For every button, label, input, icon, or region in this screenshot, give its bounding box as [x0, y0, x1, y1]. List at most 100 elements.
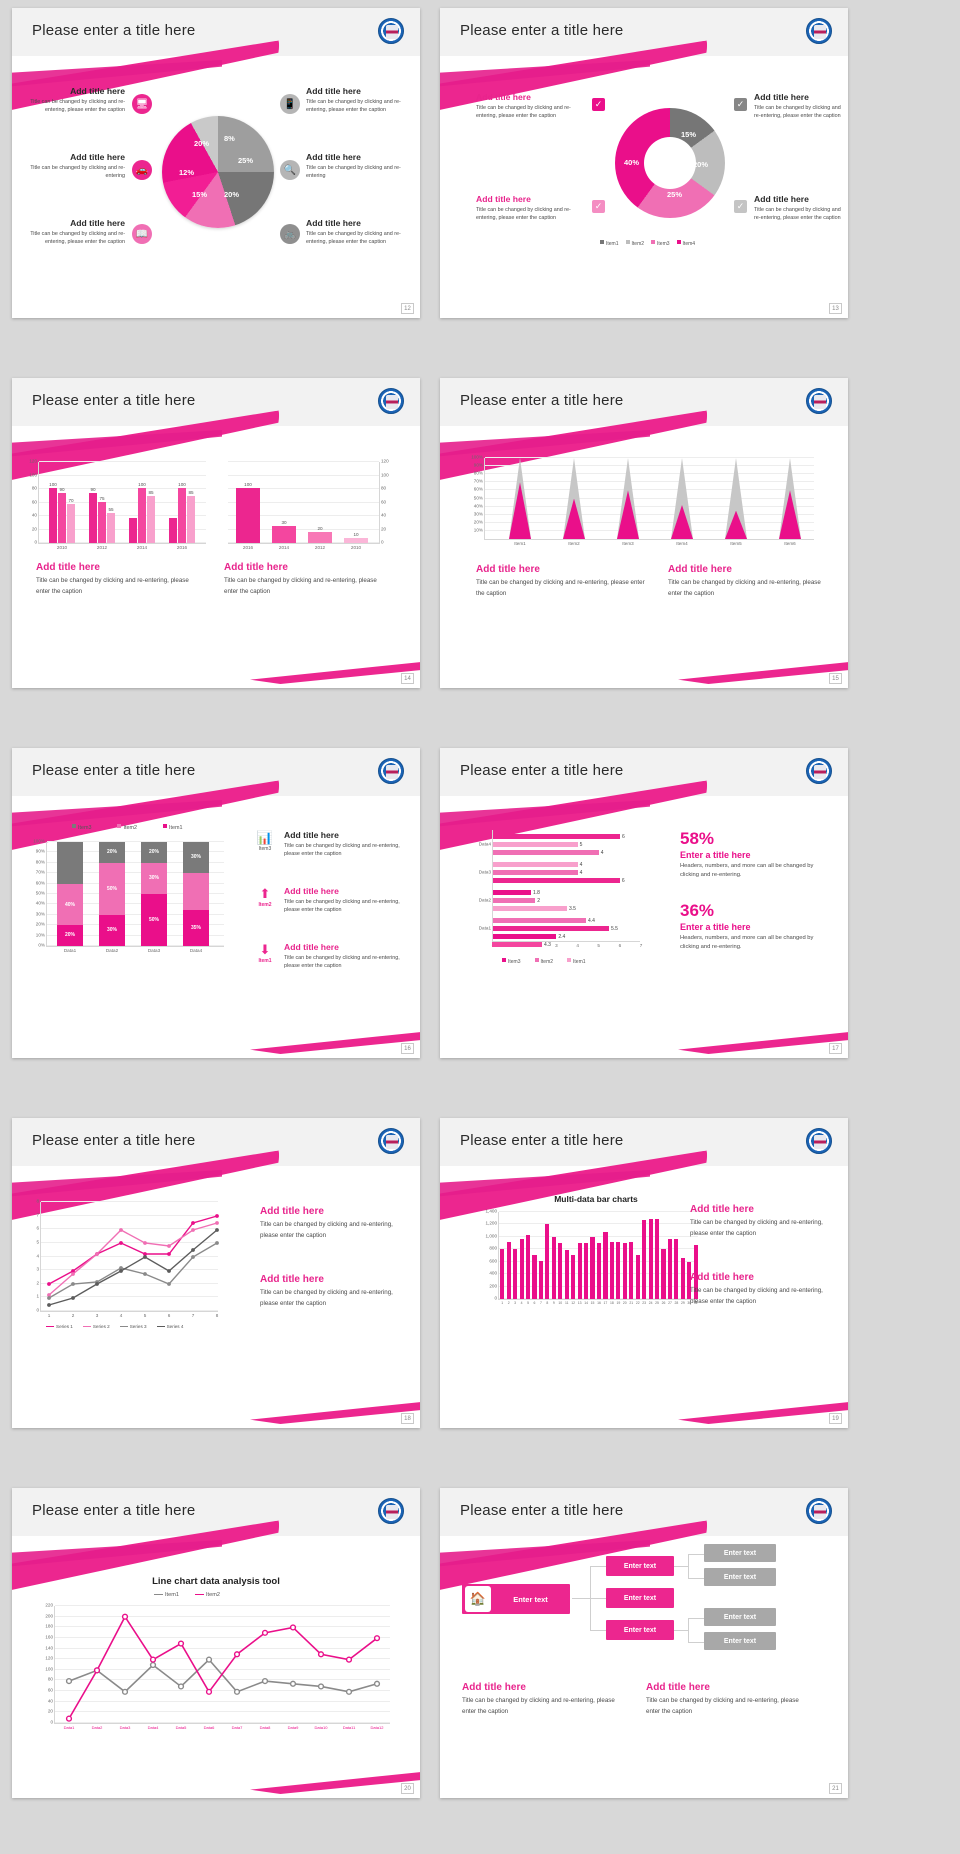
caption-block-1[interactable]: Add title here Title can be changed by c…	[462, 1682, 622, 1717]
cone-bar	[509, 458, 531, 539]
flow-mid-node-2[interactable]: Enter text	[606, 1588, 674, 1608]
y-tick: 0	[34, 539, 37, 545]
caption-block-2[interactable]: Add title here Title can be changed by c…	[646, 1682, 806, 1717]
pie-item-2[interactable]: Add title here Title can be changed by c…	[20, 152, 125, 181]
segment-item3: 20%	[99, 842, 125, 863]
gridline: 120	[45, 1656, 390, 1661]
x-tick: 12	[571, 1301, 576, 1305]
university-seal-icon	[806, 1498, 832, 1524]
line-series-svg	[47, 1214, 219, 1307]
x-tick: 28	[674, 1301, 679, 1305]
upload-icon: ⬆ Item2	[258, 886, 272, 908]
slide-13[interactable]: Please enter a title here 15% 20% 25% 40…	[440, 8, 848, 318]
x-tick: 5	[527, 1301, 529, 1305]
side-item-2[interactable]: ⬆ Item2 Add title here Title can be chan…	[252, 886, 406, 915]
slide-20[interactable]: Please enter a title here Line chart dat…	[12, 1488, 420, 1798]
bar	[622, 1243, 627, 1299]
stat-block-1[interactable]: 58% Enter a title here Headers, numbers,…	[680, 829, 830, 880]
checkbox-icon[interactable]: ✓	[592, 98, 605, 111]
donut-chart: 15% 20% 25% 40%	[615, 108, 725, 218]
donut-item-3[interactable]: Add title here Title can be changed by c…	[754, 92, 844, 121]
segment-item3: 20%	[141, 842, 167, 863]
flow-leaf-node-3[interactable]: Enter text	[704, 1608, 776, 1626]
hbar: 5	[493, 842, 582, 848]
bar: 30	[272, 520, 296, 543]
legend-item: Item3	[651, 240, 670, 247]
x-tick: 9	[552, 1301, 555, 1305]
slide-12[interactable]: Please enter a title here 8% 25% 20% 15%…	[12, 8, 420, 318]
caption-block-2[interactable]: Add title here Title can be changed by c…	[224, 562, 389, 597]
page-number: 18	[401, 1413, 414, 1424]
x-tick: 25	[655, 1301, 659, 1305]
y-tick: 20%	[473, 519, 483, 525]
bar	[635, 1255, 640, 1299]
legend-item: Item1	[600, 240, 619, 247]
item-title: Add title here	[754, 92, 809, 102]
slide-14[interactable]: Please enter a title here 120 100 80 60 …	[12, 378, 420, 688]
slide-21[interactable]: Please enter a title here 🏠 Enter text E…	[440, 1488, 848, 1798]
stacked-column: 30% 35%	[183, 842, 209, 946]
caption-block-1[interactable]: Add title here Title can be changed by c…	[260, 1206, 410, 1241]
donut-item-1[interactable]: Add title here Title can be changed by c…	[476, 92, 572, 121]
x-tick: Item3	[622, 541, 634, 546]
pie-item-4[interactable]: Add title here Title can be changed by c…	[306, 86, 411, 115]
x-tick: 2	[71, 1313, 75, 1318]
legend-item: Item3	[502, 958, 521, 965]
caption-block-1[interactable]: Add title here Title can be changed by c…	[690, 1204, 838, 1239]
block-title: Add title here	[668, 564, 732, 575]
slide-header	[12, 378, 420, 426]
segment-item3	[57, 842, 83, 884]
slide-19[interactable]: Please enter a title here Multi-data bar…	[440, 1118, 848, 1428]
donut-item-2[interactable]: Add title here Title can be changed by c…	[476, 194, 572, 223]
y-tick: 20	[31, 526, 37, 532]
y-tick: 40%	[473, 503, 483, 509]
side-item-3[interactable]: ⬇ Item1 Add title here Title can be chan…	[252, 942, 406, 971]
caption-block-2[interactable]: Add title here Title can be changed by c…	[668, 564, 833, 599]
bar	[500, 1248, 505, 1299]
y-tick: 10%	[35, 932, 45, 938]
flow-mid-node-1[interactable]: Enter text	[606, 1556, 674, 1576]
y-tick: 90%	[35, 848, 45, 854]
slide-15[interactable]: Please enter a title here 100% 90% 80% 7…	[440, 378, 848, 688]
flow-mid-node-3[interactable]: Enter text	[606, 1620, 674, 1640]
caption-block-2[interactable]: Add title here Title can be changed by c…	[260, 1274, 410, 1309]
slide-16[interactable]: Please enter a title here Item3 Item2 It…	[12, 748, 420, 1058]
pie-item-6[interactable]: Add title here Title can be changed by c…	[306, 218, 411, 247]
x-tick: 24	[648, 1301, 653, 1305]
stacked-bar-chart: 100% 90% 80% 70% 60% 50% 40% 30% 20% 10%…	[33, 839, 224, 953]
flow-root-node[interactable]: 🏠 Enter text	[462, 1584, 570, 1614]
hbar: 4	[493, 850, 603, 856]
slide-17[interactable]: Please enter a title here 0 1 2 3 4 5 6 …	[440, 748, 848, 1058]
flow-leaf-node-1[interactable]: Enter text	[704, 1544, 776, 1562]
caption-block-2[interactable]: Add title here Title can be changed by c…	[690, 1272, 838, 1307]
university-seal-icon	[378, 1128, 404, 1154]
caption-block-1[interactable]: Add title here Title can be changed by c…	[36, 562, 201, 597]
page-title: Please enter a title here	[32, 22, 196, 39]
gridline: 1,200	[486, 1221, 698, 1226]
download-icon: ⬇ Item1	[258, 942, 272, 964]
x-tick: Data4	[189, 948, 203, 953]
hbar: 4	[493, 870, 582, 876]
bar	[596, 1243, 602, 1299]
stat-block-2[interactable]: 36% Enter a title here Headers, numbers,…	[680, 901, 830, 952]
slide-18[interactable]: Please enter a title here 8 7 6 5 4 3 2 …	[12, 1118, 420, 1428]
item-caption: Title can be changed by clicking and re-…	[306, 231, 401, 246]
legend-item: Item1	[567, 958, 586, 965]
y-tick: 8	[36, 1198, 39, 1204]
donut-item-4[interactable]: Add title here Title can be changed by c…	[754, 194, 844, 223]
smartphone-icon: 📱	[280, 94, 300, 114]
checkbox-icon[interactable]: ✓	[734, 200, 747, 213]
x-tick: Data1	[63, 1725, 75, 1730]
y-tick: 400	[489, 1270, 497, 1276]
caption-block-1[interactable]: Add title here Title can be changed by c…	[476, 564, 651, 599]
checkbox-icon[interactable]: ✓	[592, 200, 605, 213]
x-tick: 3	[514, 1301, 517, 1305]
flow-leaf-node-4[interactable]: Enter text	[704, 1632, 776, 1650]
pie-item-1[interactable]: Add title here Title can be changed by c…	[20, 86, 125, 115]
pie-item-5[interactable]: Add title here Title can be changed by c…	[306, 152, 411, 181]
flow-leaf-node-2[interactable]: Enter text	[704, 1568, 776, 1586]
pie-item-3[interactable]: Add title here Title can be changed by c…	[20, 218, 125, 247]
checkbox-icon[interactable]: ✓	[734, 98, 747, 111]
side-item-1[interactable]: 📊 Item3 Add title here Title can be chan…	[252, 830, 406, 859]
slide-header	[440, 378, 848, 426]
